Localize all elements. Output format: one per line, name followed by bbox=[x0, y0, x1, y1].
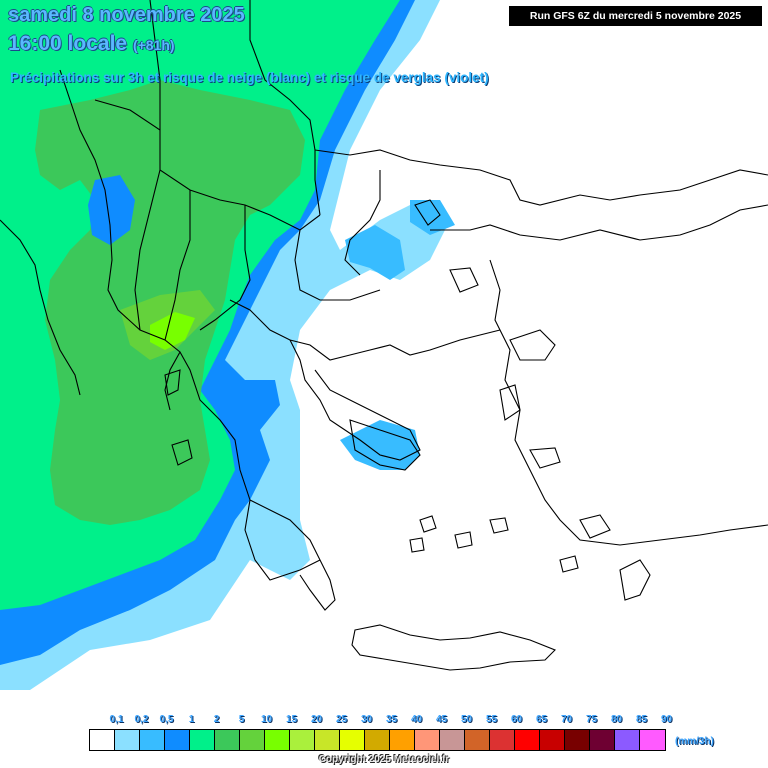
forecast-date: samedi 8 novembre 2025 bbox=[8, 4, 245, 26]
forecast-time: 16:00 locale (+81h) bbox=[8, 32, 175, 56]
border-7 bbox=[294, 229, 381, 301]
legend-label-21: 85 bbox=[635, 714, 648, 725]
legend-swatch-6 bbox=[240, 730, 265, 750]
crete-island bbox=[351, 624, 556, 671]
cyclades-3 bbox=[489, 517, 509, 534]
precip-blue-pocket bbox=[88, 175, 135, 245]
legend-swatch-19 bbox=[565, 730, 590, 750]
black-sea-coast bbox=[314, 149, 768, 206]
legend-swatch-10 bbox=[340, 730, 365, 750]
cyclades-2 bbox=[454, 531, 473, 549]
legend-swatch-15 bbox=[465, 730, 490, 750]
precipitation-field bbox=[0, 0, 455, 690]
legend-swatch-13 bbox=[415, 730, 440, 750]
run-info-box: Run GFS 6Z du mercredi 5 novembre 2025 bbox=[509, 6, 762, 26]
greece-north-coast bbox=[229, 299, 501, 361]
legend-label-7: 15 bbox=[285, 714, 298, 725]
legend-label-20: 80 bbox=[610, 714, 623, 725]
evia-island bbox=[349, 419, 421, 471]
legend-swatch-14 bbox=[440, 730, 465, 750]
legend-label-3: 1 bbox=[188, 714, 195, 725]
precip-bright-spot bbox=[150, 312, 195, 350]
forecast-time-value: 16:00 locale bbox=[8, 32, 128, 55]
rhodes-island bbox=[619, 559, 651, 601]
legend-unit: (mm/3h) bbox=[675, 736, 714, 747]
legend-label-6: 10 bbox=[260, 714, 273, 725]
chios-island bbox=[499, 384, 521, 421]
adriatic-east-coast bbox=[59, 69, 181, 411]
legend-label-12: 40 bbox=[410, 714, 423, 725]
bosphorus-coast bbox=[344, 170, 381, 276]
corfu-island bbox=[164, 369, 181, 396]
legend-swatch-8 bbox=[290, 730, 315, 750]
legend-swatch-12 bbox=[390, 730, 415, 750]
copyright-notice: Copyright 2025 Meteociel.fr bbox=[318, 754, 450, 765]
dodecanese-2 bbox=[559, 555, 579, 573]
coastlines-and-borders bbox=[0, 0, 768, 671]
legend-swatch-2 bbox=[140, 730, 165, 750]
legend-label-5: 5 bbox=[238, 714, 245, 725]
lemnos-island bbox=[449, 267, 479, 293]
border-2 bbox=[149, 0, 161, 130]
samos-island bbox=[529, 447, 561, 469]
legend-swatch-21 bbox=[615, 730, 640, 750]
legend-swatch-9 bbox=[315, 730, 340, 750]
italy-coast bbox=[0, 219, 81, 396]
legend-label-10: 30 bbox=[360, 714, 373, 725]
lesbos-island bbox=[509, 329, 556, 361]
legend-label-2: 0,5 bbox=[159, 714, 174, 725]
border-3 bbox=[249, 0, 321, 216]
legend-swatch-3 bbox=[165, 730, 190, 750]
legend-swatch-0 bbox=[90, 730, 115, 750]
legend-label-22: 90 bbox=[660, 714, 673, 725]
legend-swatch-5 bbox=[215, 730, 240, 750]
turkey-aegean-coast bbox=[489, 259, 768, 546]
legend-swatch-17 bbox=[515, 730, 540, 750]
forecast-lead-time: (+81h) bbox=[132, 37, 175, 53]
legend-labels: 0,1 0,2 0,5 1 2 5 10 15 20 25 30 35 40 45 50 55 60 65 70 75… bbox=[0, 714, 768, 728]
map-subtitle: Précipitations sur 3h et risque de neige… bbox=[10, 70, 489, 85]
legend-swatch-4 bbox=[190, 730, 215, 750]
legend-swatch-11 bbox=[365, 730, 390, 750]
legend-label-8: 20 bbox=[310, 714, 323, 725]
legend-label-13: 45 bbox=[435, 714, 448, 725]
thasos-island bbox=[414, 199, 441, 226]
legend-label-9: 25 bbox=[335, 714, 348, 725]
dodecanese-1 bbox=[579, 514, 611, 539]
legend-label-17: 65 bbox=[535, 714, 548, 725]
legend-label-11: 35 bbox=[385, 714, 398, 725]
greece-west-coast bbox=[179, 351, 321, 581]
peloponnese-coast bbox=[249, 499, 336, 611]
border-4 bbox=[134, 169, 161, 331]
border-1 bbox=[94, 99, 321, 231]
legend-swatch-20 bbox=[590, 730, 615, 750]
kefalonia-island bbox=[171, 439, 193, 466]
greece-east-coast bbox=[289, 339, 421, 461]
legend-label-14: 50 bbox=[460, 714, 473, 725]
legend-label-19: 75 bbox=[585, 714, 598, 725]
precip-blue-cell-aegean bbox=[340, 420, 420, 470]
legend-swatch-1 bbox=[115, 730, 140, 750]
precip-blue-cell-north bbox=[345, 225, 405, 280]
legend-label-4: 2 bbox=[213, 714, 220, 725]
legend-label-15: 55 bbox=[485, 714, 498, 725]
legend-swatch-18 bbox=[540, 730, 565, 750]
cyclades-4 bbox=[409, 537, 425, 553]
legend-swatch-16 bbox=[490, 730, 515, 750]
legend-label-18: 70 bbox=[560, 714, 573, 725]
legend-swatch-7 bbox=[265, 730, 290, 750]
marmara-coast bbox=[430, 204, 768, 241]
cyclades-1 bbox=[419, 515, 437, 533]
precip-blue-cell-thrace bbox=[410, 200, 455, 235]
legend-label-0: 0,1 bbox=[109, 714, 124, 725]
legend-label-1: 0,2 bbox=[134, 714, 149, 725]
legend-swatch-22 bbox=[640, 730, 665, 750]
border-5 bbox=[164, 190, 191, 341]
legend-color-bar bbox=[89, 729, 666, 751]
border-6 bbox=[199, 205, 251, 331]
legend-label-16: 60 bbox=[510, 714, 523, 725]
